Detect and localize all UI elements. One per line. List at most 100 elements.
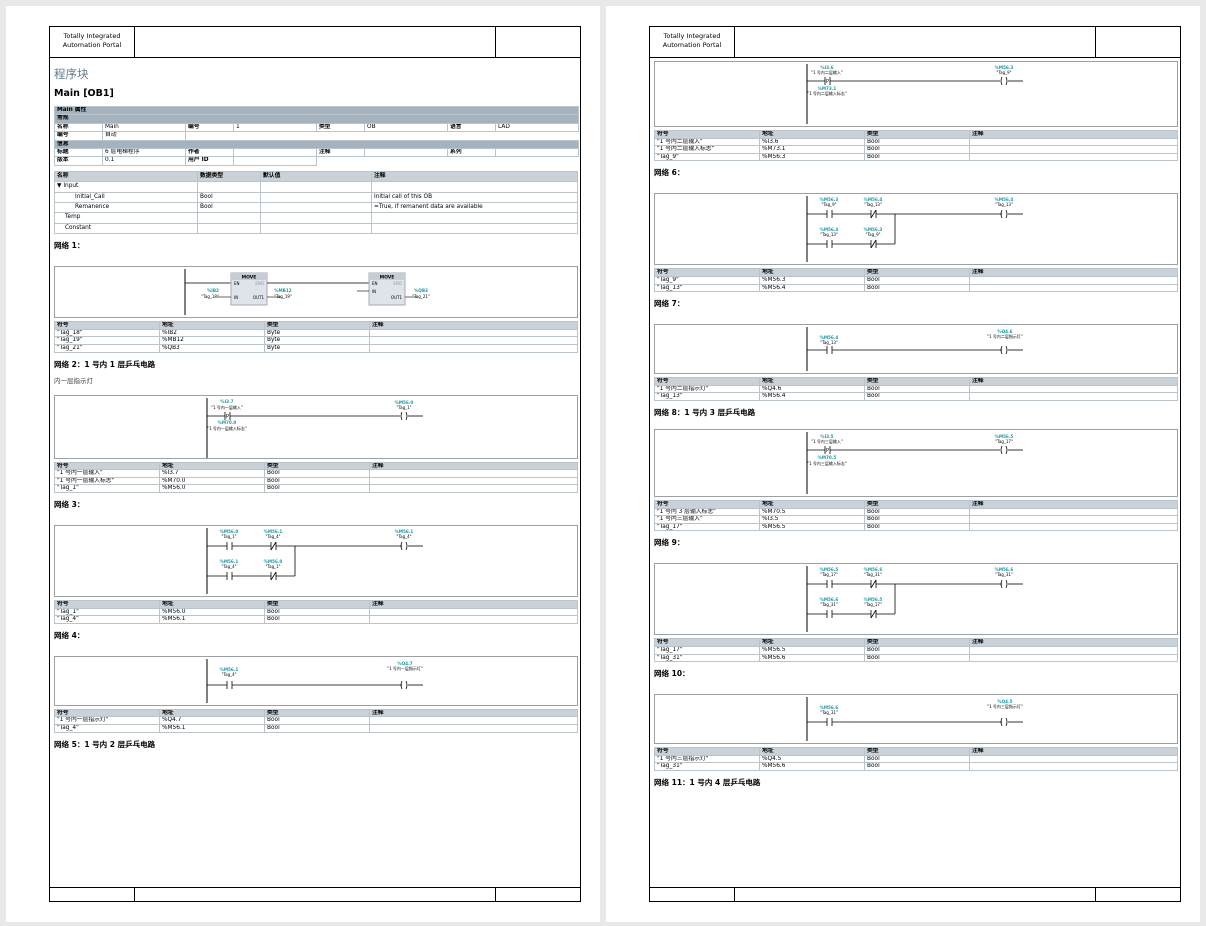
contact-address: %M56.6 — [864, 567, 883, 572]
interface-table: 名称 数据类型 默认值 注释 ▼ Input Initial_Call Bool Init… — [54, 170, 578, 235]
coil-tag: "1 号内三层指示灯" — [987, 703, 1023, 709]
en-pin: EN — [234, 281, 240, 286]
coil-address: %M56.1 — [395, 529, 414, 534]
network-title: 网络 2：1 号内 1 层乒乓电路 — [54, 359, 156, 369]
contact-tag: "Tag_9" — [822, 202, 837, 207]
page-footer — [50, 887, 580, 901]
contact-address: %M56.4 — [864, 197, 883, 202]
contact-address: %I3.6 — [820, 65, 833, 70]
page-frame: Totally Integrated Automation Portal %I3.… — [649, 26, 1181, 902]
coil-address: %M56.5 — [995, 434, 1014, 439]
portal-logo-text: Totally Integrated Automation Portal — [50, 27, 135, 57]
network-title: 网络 9： — [654, 538, 685, 548]
contact-tag: "1 号内一层输入" — [211, 404, 243, 410]
out-pin: OUT1 — [253, 295, 265, 300]
flag-address: %M73.1 — [818, 86, 837, 91]
ladder-network: MOVE EN ENO IN OUT1 %IB2 "Tag_18" %MB12 … — [54, 266, 578, 319]
contact-address: %M56.6 — [820, 705, 839, 710]
out-tag: "Tag_21" — [412, 294, 430, 299]
contact-tag: "Tag_17" — [864, 602, 882, 607]
document-page-1: Totally Integrated Automation Portal 程序块 … — [6, 6, 600, 922]
page-header: Totally Integrated Automation Portal — [50, 27, 580, 58]
contact-address: %M56.5 — [864, 597, 883, 602]
block-properties-table: Main 属性 常规 名称 Main 编号 1 类型 OB 语言 LAD 编号 自动 信息 标题… — [53, 105, 580, 166]
in-address: %IB2 — [207, 288, 219, 293]
page-title: 程序块 — [54, 67, 89, 81]
move-title: MOVE — [242, 275, 257, 281]
contact-address: %M56.1 — [264, 529, 283, 534]
contact-address: %M56.0 — [264, 559, 283, 564]
ladder-network: %I3.5 "1 号内三层输入" P %M70.5 "1 号内三层输入标志" %… — [654, 428, 1178, 497]
in-tag: "Tag_18" — [201, 294, 219, 299]
ladder-network: %M56.6 "Tag_31" %Q4.5 "1 号内三层指示灯" — [654, 694, 1178, 745]
ladder-network: %I3.6 "1 号内二层输入" P %M73.1 "1 号内二层输入标志" %… — [654, 61, 1178, 127]
page-frame: Totally Integrated Automation Portal 程序块 … — [49, 26, 581, 902]
network-title: 网络 10： — [654, 669, 690, 679]
page-header: Totally Integrated Automation Portal — [650, 27, 1180, 58]
network-title: 网络 11：1 号内 4 层乒乓电路 — [654, 777, 761, 787]
out-pin: OUT1 — [391, 295, 403, 300]
contact-tag: "Tag_13" — [864, 202, 882, 207]
portal-logo-text: Totally Integrated Automation Portal — [650, 27, 735, 57]
flag-address: %M70.0 — [218, 420, 237, 425]
block-name: Main [OB1] — [54, 88, 114, 99]
coil-address: %M56.0 — [395, 400, 414, 405]
en-pin: EN — [372, 281, 378, 286]
flag-tag: "1 号内一层输入标志" — [207, 425, 247, 431]
contact-tag: "Tag_13" — [820, 340, 838, 345]
ladder-network: %M56.3 "Tag_9" %M56.4 "Tag_13" %M56.4 "T… — [654, 193, 1178, 266]
network-title: 网络 6： — [654, 168, 685, 178]
out-tag: "Tag_19" — [274, 294, 292, 299]
in-pin: IN — [372, 289, 376, 294]
contact-address: %M56.4 — [820, 227, 839, 232]
contact-address: %I3.5 — [820, 434, 833, 439]
expand-triangle-icon[interactable]: ▼ — [57, 183, 64, 190]
coil-tag: "Tag_1" — [397, 405, 412, 410]
flag-address: %M70.5 — [818, 455, 837, 460]
flag-tag: "1 号内二层输入标志" — [807, 90, 847, 96]
contact-tag: "Tag_31" — [820, 710, 838, 715]
coil-address: %M56.3 — [995, 65, 1014, 70]
coil-address: %Q4.7 — [397, 661, 412, 666]
coil-tag: "Tag_13" — [995, 202, 1013, 207]
svg-text:P: P — [226, 414, 229, 420]
network-title: 网络 3： — [54, 500, 85, 510]
symbol-table: 符号 地址 类型 注释 "1 号内二层输入" %I3.6 Bool "1 号内二层输入标志… — [654, 130, 1178, 162]
eno-pin: ENO — [393, 281, 402, 286]
symbol-table: 符号 地址 类型 注释 "1 号内一层指示灯" %Q4.7 Bool "Tag_4" %M5… — [54, 708, 578, 733]
contact-tag: "1 号内三层输入" — [811, 438, 843, 444]
symbol-table: 符号 地址 类型 注释 "1 号内 3 层输入标志" %M70.5 Bool "1 号内三… — [654, 499, 1178, 532]
page-footer — [650, 887, 1180, 901]
contact-tag: "Tag_31" — [820, 602, 838, 607]
network-title: 网络 5：1 号内 2 层乒乓电路 — [54, 739, 156, 749]
network-title: 网络 8：1 号内 3 层乒乓电路 — [654, 407, 756, 417]
coil-tag: "Tag_17" — [995, 439, 1013, 444]
coil-address: %Q4.6 — [997, 329, 1012, 334]
ladder-network: %M56.4 "Tag_13" %Q4.6 "1 号内二层指示灯" — [654, 324, 1178, 375]
contact-tag: "Tag_4" — [222, 672, 237, 677]
move-title: MOVE — [380, 275, 395, 281]
svg-text:P: P — [826, 79, 829, 85]
ladder-network: %M56.0 "Tag_1" %M56.1 "Tag_4" %M56.1 "Ta… — [54, 525, 578, 598]
network-comment: 内一层指示灯 — [54, 376, 93, 385]
coil-tag: "1 号内二层指示灯" — [987, 333, 1023, 339]
ladder-network: %I3.7 "1 号内一层输入" P %M70.0 "1 号内一层输入标志" %… — [54, 394, 578, 459]
network-title: 网络 7： — [654, 299, 685, 309]
contact-address: %M56.3 — [820, 197, 839, 202]
symbol-table: 符号 地址 类型 注释 "Tag_9" %M56.3 Bool "Tag_13" %M56.… — [654, 268, 1178, 293]
contact-tag: "Tag_1" — [266, 564, 281, 569]
symbol-table: 符号 地址 类型 注释 "Tag_1" %M56.0 Bool "Tag_4" %M56.1… — [54, 600, 578, 624]
in-pin: IN — [234, 295, 238, 300]
symbol-table: 符号 地址 类型 注释 "Tag_18" %IB2 Byte "Tag_19" %MB12 B… — [54, 321, 578, 353]
contact-address: %M56.6 — [820, 597, 839, 602]
flag-tag: "1 号内三层输入标志" — [807, 460, 847, 466]
contact-tag: "Tag_31" — [864, 572, 882, 577]
network-title: 网络 4： — [54, 630, 85, 640]
contact-address: %M56.5 — [820, 567, 839, 572]
contact-address: %I3.7 — [220, 399, 233, 404]
contact-tag: "Tag_4" — [222, 564, 237, 569]
contact-tag: "Tag_13" — [820, 232, 838, 237]
contact-tag: "Tag_17" — [820, 572, 838, 577]
symbol-table: 符号 地址 类型 注释 "Tag_17" %M56.5 Bool "Tag_31" %M56… — [654, 638, 1178, 663]
contact-address: %M56.1 — [220, 667, 239, 672]
